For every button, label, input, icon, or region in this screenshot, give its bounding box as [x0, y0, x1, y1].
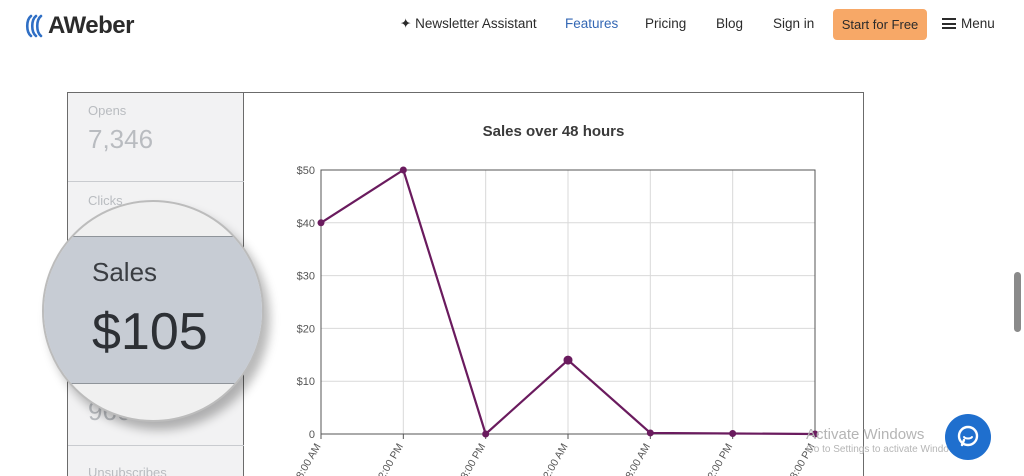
y-tick-label: $30: [297, 271, 315, 283]
main-nav: ✦ Newsletter Assistant Features Pricing …: [0, 0, 1024, 50]
start-for-free-button[interactable]: Start for Free: [833, 9, 927, 40]
x-tick-label: 12:00 PM: [373, 442, 406, 476]
sales-data-point: [399, 166, 407, 174]
aweber-logo-icon: [25, 14, 43, 38]
plot-frame: [320, 169, 816, 435]
x-tick-label: 8:00 AM: [294, 442, 324, 476]
nav-blog[interactable]: Blog: [716, 16, 744, 31]
sales-data-point: [482, 430, 490, 438]
y-tick-label: $50: [297, 165, 315, 177]
x-tick-label: 12:00 AM: [538, 442, 571, 476]
menu-label: Menu: [961, 16, 995, 31]
aweber-logo[interactable]: AWeber: [22, 12, 134, 40]
stat-opens: Opens 7,346: [88, 103, 153, 155]
unsubscribes-label: Unsubscribes: [88, 465, 167, 476]
chat-bubble-icon: [957, 425, 979, 447]
chart-title: Sales over 48 hours: [482, 123, 625, 140]
stat-clicks: Clicks: [88, 193, 123, 208]
menu-button[interactable]: Menu: [942, 16, 995, 31]
y-tick-label: $10: [297, 376, 315, 388]
hamburger-icon: [942, 18, 956, 29]
sparkle-icon: ✦: [400, 16, 412, 31]
stat-unsubscribes: Unsubscribes: [88, 465, 167, 476]
x-tick-label: 8:00 PM: [458, 442, 488, 476]
sales-data-point: [646, 429, 654, 437]
sales-chart: Sales over 48 hours $50 $40 $30 $20 $10 0 8:00…: [244, 93, 863, 476]
sales-data-point: [563, 355, 573, 365]
nav-features[interactable]: Features: [565, 16, 619, 31]
nav-newsletter-assistant[interactable]: ✦ Newsletter Assistant: [400, 16, 537, 32]
sales-data-point: [811, 430, 819, 438]
opens-value: 7,346: [88, 124, 154, 154]
sales-magnifier: Sales $105: [42, 200, 264, 422]
y-tick-label: 0: [309, 429, 315, 441]
sales-data-point: [317, 219, 325, 227]
chat-button[interactable]: [945, 414, 991, 460]
sales-data-point: [729, 429, 737, 437]
y-tick-label: $40: [297, 218, 315, 230]
logo-text: AWeber: [48, 12, 134, 39]
page-scrollbar[interactable]: [1014, 272, 1021, 332]
stat-divider: [68, 181, 244, 182]
clicks-label: Clicks: [88, 193, 123, 208]
windows-activation-watermark: Activate Windows Go to Settings to activ…: [806, 426, 964, 456]
watermark-title: Activate Windows: [806, 426, 925, 443]
sales-highlight-band: [44, 236, 262, 384]
watermark-subtitle: Go to Settings to activate Windows.: [806, 444, 964, 455]
nav-newsletter-assistant-label: Newsletter Assistant: [415, 16, 537, 31]
sales-label: Sales: [92, 257, 158, 287]
site-header: AWeber ✦ Newsletter Assistant Features P…: [0, 0, 1024, 50]
sales-value: $105: [92, 303, 208, 361]
opens-label: Opens: [88, 103, 127, 118]
x-tick-label: 8:00 AM: [623, 442, 653, 476]
y-tick-label: $20: [297, 323, 315, 335]
nav-sign-in[interactable]: Sign in: [773, 16, 815, 31]
stat-divider: [68, 445, 244, 446]
nav-pricing[interactable]: Pricing: [645, 16, 687, 31]
x-tick-label: 12:00 PM: [702, 441, 735, 476]
